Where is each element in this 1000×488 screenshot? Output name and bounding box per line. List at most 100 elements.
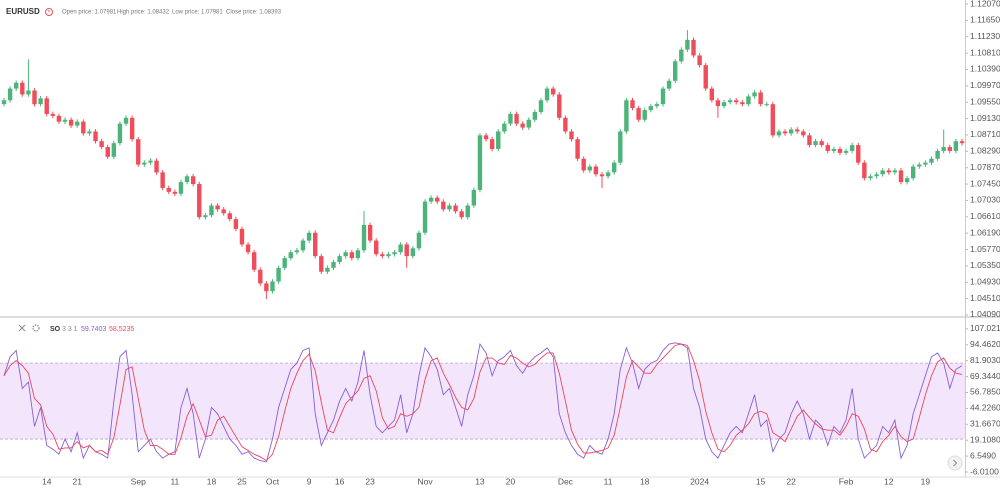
candle-body bbox=[68, 119, 74, 126]
x-tick-label: 18 bbox=[640, 476, 650, 486]
low-price: Low price: 1.07981 bbox=[172, 10, 223, 16]
open-price: Open price: 1.07981 bbox=[62, 10, 117, 16]
candle-body bbox=[660, 88, 666, 105]
scroll-button[interactable] bbox=[947, 455, 963, 471]
candle-body bbox=[203, 215, 208, 218]
candle-body bbox=[862, 162, 867, 179]
candle-body bbox=[709, 88, 715, 101]
y-tick-label: 1.06610 bbox=[970, 211, 1000, 221]
candle-body bbox=[593, 166, 599, 175]
candle-body bbox=[880, 170, 885, 175]
candle-body bbox=[465, 205, 470, 218]
x-tick-label: 23 bbox=[365, 476, 375, 486]
candle-body bbox=[636, 108, 641, 120]
y-tick-label: 1.04090 bbox=[970, 309, 1000, 319]
candle-body bbox=[276, 267, 281, 282]
candle-body bbox=[251, 252, 257, 270]
candle-body bbox=[477, 135, 483, 190]
candle-body bbox=[868, 176, 873, 179]
candle-body bbox=[264, 283, 269, 292]
candle-body bbox=[123, 117, 129, 124]
candle-body bbox=[197, 184, 202, 218]
candle-body bbox=[50, 113, 56, 116]
candle-body bbox=[746, 96, 751, 105]
candle-body bbox=[117, 123, 123, 144]
candle-body bbox=[288, 252, 293, 259]
candle-body bbox=[624, 100, 629, 132]
candle-body bbox=[727, 100, 733, 103]
candle-body bbox=[898, 170, 904, 183]
candle-body bbox=[697, 55, 702, 66]
y-tick-label: 94.4620 bbox=[970, 339, 1000, 349]
candle-body bbox=[666, 80, 672, 89]
candle-body bbox=[520, 123, 525, 128]
candle-body bbox=[178, 182, 184, 194]
candle-body bbox=[496, 131, 501, 149]
y-tick-label: 1.04930 bbox=[970, 277, 1000, 287]
candle-body bbox=[398, 244, 403, 253]
candle-body bbox=[819, 141, 824, 146]
candle-body bbox=[416, 232, 422, 249]
candle-body bbox=[1, 100, 7, 105]
candle-body bbox=[489, 139, 495, 149]
y-tick-label: 1.09130 bbox=[970, 113, 1000, 123]
x-tick-label: 15 bbox=[756, 476, 766, 486]
candle-body bbox=[239, 228, 245, 245]
candle-body bbox=[99, 141, 104, 148]
y-tick-label: 31.6670 bbox=[970, 419, 1000, 429]
x-tick-label: Dec bbox=[558, 476, 574, 486]
y-tick-label: 1.08290 bbox=[970, 146, 1000, 156]
candle-body bbox=[148, 160, 153, 163]
candle-body bbox=[721, 102, 727, 107]
candle-body bbox=[209, 205, 214, 216]
y-tick-label: 1.07870 bbox=[970, 162, 1000, 172]
candle-body bbox=[813, 141, 818, 146]
candle-body bbox=[929, 158, 934, 163]
y-tick-label: -6.0100 bbox=[970, 466, 999, 476]
settings-button[interactable] bbox=[32, 324, 40, 332]
y-tick-label: 1.11650 bbox=[970, 15, 1000, 25]
close-button[interactable] bbox=[18, 324, 26, 332]
candle-body bbox=[227, 213, 232, 220]
candle-body bbox=[715, 100, 721, 107]
x-tick-label: Sep bbox=[131, 476, 146, 486]
x-tick-label: 19 bbox=[921, 476, 931, 486]
x-tick-label: 13 bbox=[475, 476, 485, 486]
candle-body bbox=[75, 121, 80, 126]
candle-body bbox=[886, 170, 891, 173]
candle-body bbox=[81, 121, 86, 134]
y-tick-label: 6.5490 bbox=[970, 450, 996, 460]
time-icon[interactable] bbox=[45, 8, 53, 16]
y-tick-label: 1.04510 bbox=[970, 293, 1000, 303]
candle-body bbox=[361, 224, 367, 251]
y-tick-label: 1.05770 bbox=[970, 244, 1000, 254]
level-band bbox=[0, 363, 965, 440]
x-tick-label: Oct bbox=[266, 476, 280, 486]
candle-body bbox=[837, 148, 843, 153]
candle-body bbox=[38, 98, 43, 105]
candle-body bbox=[691, 39, 696, 56]
candle-body bbox=[959, 141, 965, 144]
candle-body bbox=[136, 139, 141, 165]
d-readout: 58.5235 bbox=[109, 326, 134, 333]
y-tick-label: 1.12070 bbox=[970, 0, 1000, 8]
candle-body bbox=[734, 100, 739, 103]
candle-body bbox=[355, 250, 361, 259]
x-tick-label: 18 bbox=[207, 476, 217, 486]
candle-body bbox=[904, 178, 910, 183]
candle-body bbox=[587, 166, 592, 171]
y-tick-label: 44.2260 bbox=[970, 403, 1000, 413]
candle-body bbox=[129, 117, 135, 140]
candle-body bbox=[910, 166, 916, 179]
candle-body bbox=[331, 261, 336, 268]
candle-body bbox=[526, 119, 531, 128]
candle-body bbox=[386, 254, 391, 257]
y-tick-label: 1.10810 bbox=[970, 47, 1000, 57]
candle-body bbox=[831, 148, 837, 151]
oscillator-line bbox=[3, 343, 963, 462]
candle-body bbox=[300, 240, 306, 251]
candle-body bbox=[422, 201, 428, 233]
candle-body bbox=[892, 170, 898, 173]
candle-body bbox=[508, 113, 513, 124]
